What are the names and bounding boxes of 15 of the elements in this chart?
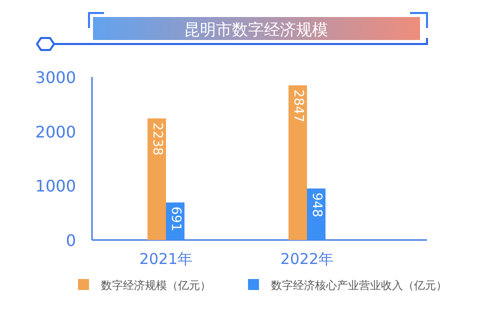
y-tick-label: 1000: [35, 176, 76, 196]
bar: [148, 118, 166, 240]
y-tick-label: 0: [66, 231, 76, 250]
y-tick-label: 3000: [35, 68, 76, 87]
legend-label: 数字经济规模（亿元）: [101, 279, 211, 292]
data-label: 948: [308, 192, 324, 218]
data-label: 2847: [290, 89, 306, 122]
x-tick-label: 2022年: [280, 250, 334, 268]
data-label: 691: [168, 206, 183, 232]
y-tick-label: 2000: [35, 122, 76, 142]
legend-label: 数字经济核心产业营业收入（亿元）: [271, 279, 447, 292]
x-tick-label: 2021年: [139, 250, 193, 268]
bar: [288, 85, 307, 240]
chart-title: 昆明市数字经济规模: [184, 20, 328, 39]
data-label: 2238: [149, 122, 164, 156]
